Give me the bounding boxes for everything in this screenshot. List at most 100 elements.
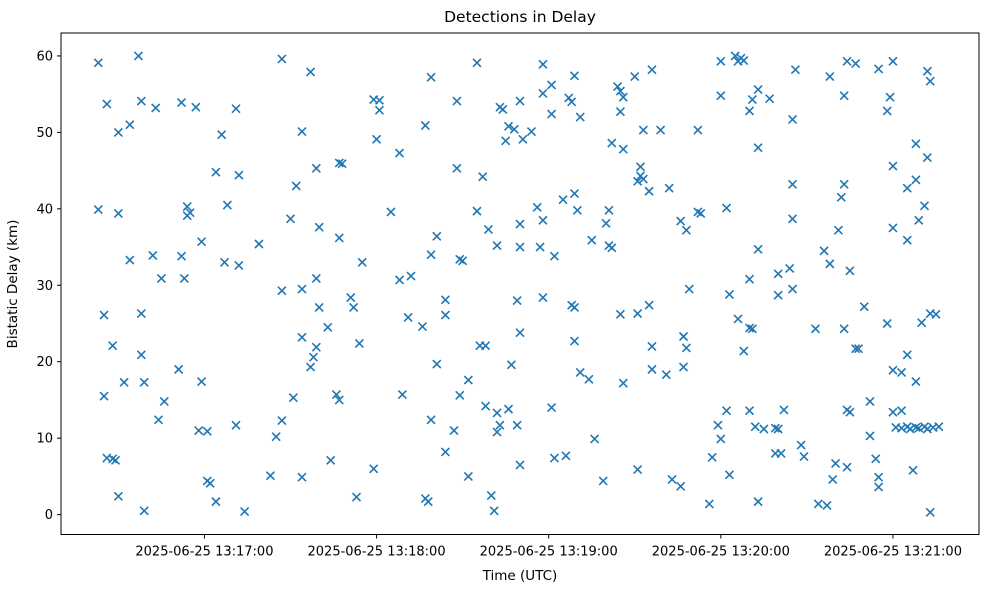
data-point <box>426 415 436 425</box>
data-point <box>633 308 643 319</box>
data-point <box>420 120 430 131</box>
data-point <box>509 124 519 134</box>
data-point <box>194 425 204 436</box>
data-point <box>291 181 301 191</box>
data-point <box>615 309 625 319</box>
data-point <box>633 464 643 475</box>
data-point <box>845 407 855 417</box>
data-point <box>386 207 396 217</box>
data-point <box>819 246 829 256</box>
x-axis-ticks: 2025-06-25 13:17:00 2025-06-25 13:18:00 20… <box>135 534 962 560</box>
data-point <box>265 471 275 481</box>
data-point <box>417 321 428 332</box>
data-point <box>744 106 755 116</box>
data-point <box>859 302 869 312</box>
data-point <box>931 309 941 319</box>
data-point <box>159 396 169 407</box>
data-point <box>678 331 689 342</box>
data-point <box>558 195 568 205</box>
data-point <box>842 56 852 66</box>
data-point <box>684 284 694 294</box>
data-point <box>615 86 625 96</box>
data-point <box>219 257 230 267</box>
data-point <box>902 350 912 360</box>
data-point <box>676 216 686 226</box>
data-point <box>716 91 726 101</box>
data-point <box>211 497 221 507</box>
data-point <box>753 85 763 95</box>
data-point <box>231 420 241 430</box>
data-point <box>455 254 465 264</box>
data-point <box>231 104 241 114</box>
data-point <box>495 420 505 430</box>
data-point <box>747 324 757 334</box>
data-point <box>902 235 912 245</box>
data-point <box>93 58 103 68</box>
data-point <box>156 273 166 283</box>
data-point <box>498 104 508 115</box>
axes-spines <box>60 32 980 535</box>
data-point <box>308 352 319 362</box>
data-point <box>647 364 657 374</box>
data-point <box>822 500 832 511</box>
data-point <box>721 203 732 213</box>
data-point <box>676 481 686 491</box>
data-point <box>492 240 502 251</box>
data-point <box>113 127 123 137</box>
data-point <box>351 492 362 502</box>
data-point <box>572 205 582 215</box>
data-point <box>426 250 436 260</box>
data-point <box>905 424 915 434</box>
data-point <box>739 346 749 356</box>
data-point <box>693 207 703 217</box>
data-point <box>93 205 103 215</box>
data-point <box>371 134 382 144</box>
data-point <box>515 219 525 229</box>
data-point <box>744 274 755 284</box>
data-point <box>839 324 849 334</box>
data-point <box>125 120 135 130</box>
data-point <box>113 208 123 218</box>
y-axis-ticks: 0 10 20 30 40 50 60 <box>36 49 61 523</box>
data-point <box>744 323 755 333</box>
data-point <box>99 391 109 401</box>
data-point <box>911 422 921 433</box>
data-point <box>331 390 341 400</box>
data-point <box>813 499 823 509</box>
x-tick-label: 2025-06-25 13:19:00 <box>480 545 618 560</box>
data-point <box>472 206 482 216</box>
data-point <box>512 296 522 306</box>
data-point <box>535 242 545 252</box>
data-point <box>779 405 789 415</box>
data-point <box>515 96 525 106</box>
data-point <box>449 425 459 436</box>
data-point <box>612 81 623 92</box>
data-point <box>151 103 161 113</box>
data-point <box>865 396 875 407</box>
data-point <box>618 144 628 154</box>
data-point <box>455 390 465 400</box>
data-point <box>874 64 884 74</box>
data-point <box>234 260 244 270</box>
data-point <box>828 474 838 485</box>
data-point <box>311 273 321 283</box>
data-point <box>618 378 628 388</box>
data-point <box>240 507 250 517</box>
data-point <box>472 58 482 68</box>
data-point <box>314 222 324 232</box>
data-point <box>587 235 597 245</box>
data-point <box>323 322 333 332</box>
data-point <box>119 377 129 387</box>
data-point <box>598 476 608 486</box>
data-point <box>99 310 109 320</box>
data-point <box>546 403 557 413</box>
data-point <box>538 292 548 303</box>
data-point <box>638 125 648 135</box>
data-point <box>501 136 511 146</box>
data-point <box>478 172 488 182</box>
data-point <box>481 341 491 351</box>
data-point <box>630 72 640 82</box>
data-point <box>481 401 491 411</box>
data-point <box>902 183 912 193</box>
x-tick-label: 2025-06-25 13:20:00 <box>652 545 790 560</box>
